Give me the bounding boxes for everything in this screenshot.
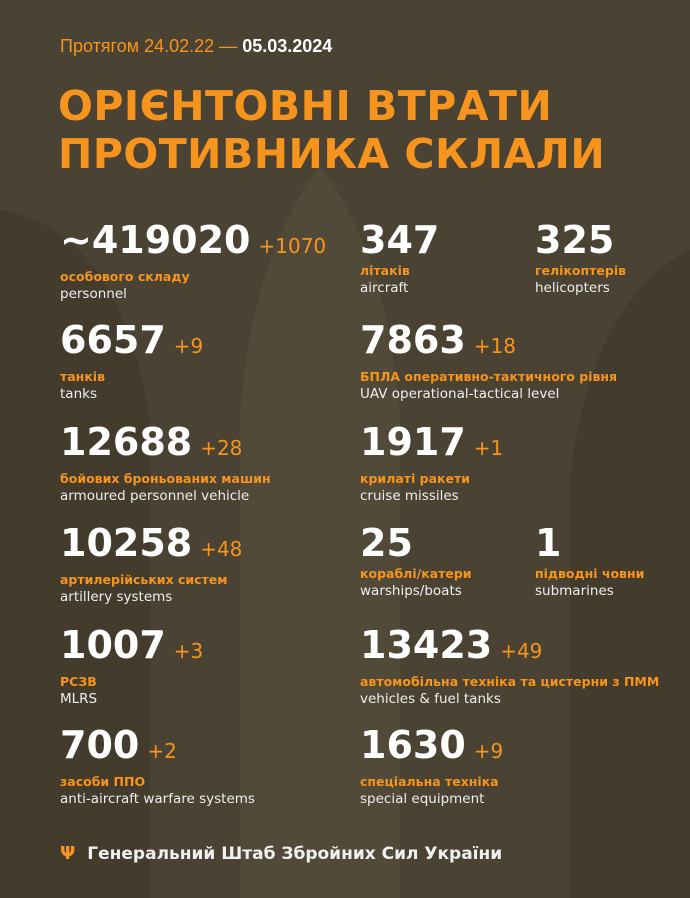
tryzub-icon: Ψ: [60, 843, 76, 864]
stat-label-ua: РСЗВ: [60, 674, 97, 689]
stat-delta: +3: [173, 639, 204, 663]
stat-aircraft: 347 літаків aircraft: [360, 220, 439, 296]
stat-label-en: aircraft: [360, 280, 409, 296]
stat-value: 1: [535, 521, 562, 565]
stat-label-en: cruise missiles: [360, 488, 459, 504]
stat-label-ua: підводні човни: [535, 566, 645, 581]
stat-personnel: ~419020 +1070 особового складу personnel: [60, 220, 326, 302]
stat-delta: +1: [473, 436, 504, 460]
stat-value: 25: [360, 521, 413, 565]
stat-label-ua: БПЛА оперативно-тактичного рівня: [360, 369, 618, 384]
stat-delta: +1070: [258, 234, 327, 258]
stat-label-en: armoured personnel vehicle: [60, 488, 250, 504]
stat-cruise-missiles: 1917 +1 крилаті ракети cruise missiles: [360, 422, 503, 504]
stat-label-ua: танків: [60, 369, 105, 384]
stat-delta: +28: [200, 436, 243, 460]
stat-value: 325: [535, 218, 615, 262]
stat-label-en: warships/boats: [360, 583, 462, 599]
stat-mlrs: 1007 +3 РСЗВ MLRS: [60, 625, 203, 707]
page-title: ОРІЄНТОВНІ ВТРАТИ ПРОТИВНИКА СКЛАЛИ: [58, 82, 606, 178]
stat-label-en: vehicles & fuel tanks: [360, 691, 501, 707]
stat-label-en: tanks: [60, 386, 97, 402]
stat-value: 1007 +3: [60, 623, 204, 667]
stat-label-ua: бойових броньованих машин: [60, 471, 271, 486]
stat-value: 1630 +9: [360, 723, 504, 767]
stat-value: 347: [360, 218, 440, 262]
stat-helicopters: 325 гелікоптерів helicopters: [535, 220, 626, 296]
stat-armoured-personnel-vehicle: 12688 +28 бойових броньованих машин armoure…: [60, 422, 271, 504]
stat-delta: +9: [173, 334, 204, 358]
stat-label-ua: особового складу: [60, 269, 190, 284]
stat-label-ua: спеціальна техніка: [360, 774, 499, 789]
stat-warships-boats: 25 кораблі/катери warships/boats: [360, 523, 472, 599]
stat-artillery-systems: 10258 +48 артилерійських систем artillery s…: [60, 523, 242, 605]
stat-value: 700 +2: [60, 723, 177, 767]
stat-label-en: helicopters: [535, 280, 610, 296]
stat-uav-operational-tactical-level: 7863 +18 БПЛА оперативно-тактичного рівня U…: [360, 320, 617, 402]
stat-label-ua: крилаті ракети: [360, 471, 471, 486]
stat-value: 6657 +9: [60, 318, 204, 362]
stat-delta: +49: [500, 639, 543, 663]
stat-anti-aircraft-warfare-systems: 700 +2 засоби ППО anti-aircraft warfare sys…: [60, 725, 255, 807]
stat-delta: +18: [473, 334, 516, 358]
stat-label-en: MLRS: [60, 691, 98, 707]
stat-value: 10258 +48: [60, 521, 243, 565]
stat-value: ~419020 +1070: [60, 218, 327, 262]
stat-delta: +48: [200, 537, 243, 561]
stat-label-en: UAV operational-tactical level: [360, 386, 560, 402]
stat-label-en: submarines: [535, 583, 614, 599]
stat-label-ua: літаків: [360, 263, 410, 278]
stat-label-ua: кораблі/катери: [360, 566, 472, 581]
stat-delta: +9: [473, 739, 504, 763]
footer: Ψ Генеральний Штаб Збройних Сил України: [60, 843, 503, 864]
stat-label-en: personnel: [60, 286, 127, 302]
stat-delta: +2: [147, 739, 177, 763]
stat-label-ua: артилерійських систем: [60, 572, 228, 587]
stat-label-ua: гелікоптерів: [535, 263, 627, 278]
period: Протягом 24.02.22 — 05.03.2024: [60, 36, 333, 56]
stat-value: 1917 +1: [360, 420, 504, 464]
stat-tanks: 6657 +9 танків tanks: [60, 320, 203, 402]
stat-special-equipment: 1630 +9 спеціальна техніка special equipmen…: [360, 725, 503, 807]
period-end: 05.03.2024: [242, 36, 333, 56]
stat-value: 7863 +18: [360, 318, 516, 362]
stat-label-en: artillery systems: [60, 589, 173, 605]
stat-value: 13423 +49: [360, 623, 543, 667]
stat-label-en: special equipment: [360, 791, 485, 807]
stat-label-en: anti-aircraft warfare systems: [60, 791, 255, 807]
stat-vehicles-fuel-tanks: 13423 +49 автомобільна техніка та цистерни…: [360, 625, 659, 707]
stat-value: 12688 +28: [60, 420, 243, 464]
stat-submarines: 1 підводні човни submarines: [535, 523, 644, 599]
stat-label-ua: засоби ППО: [60, 774, 146, 789]
stat-label-ua: автомобільна техніка та цистерни з ПММ: [360, 674, 660, 689]
